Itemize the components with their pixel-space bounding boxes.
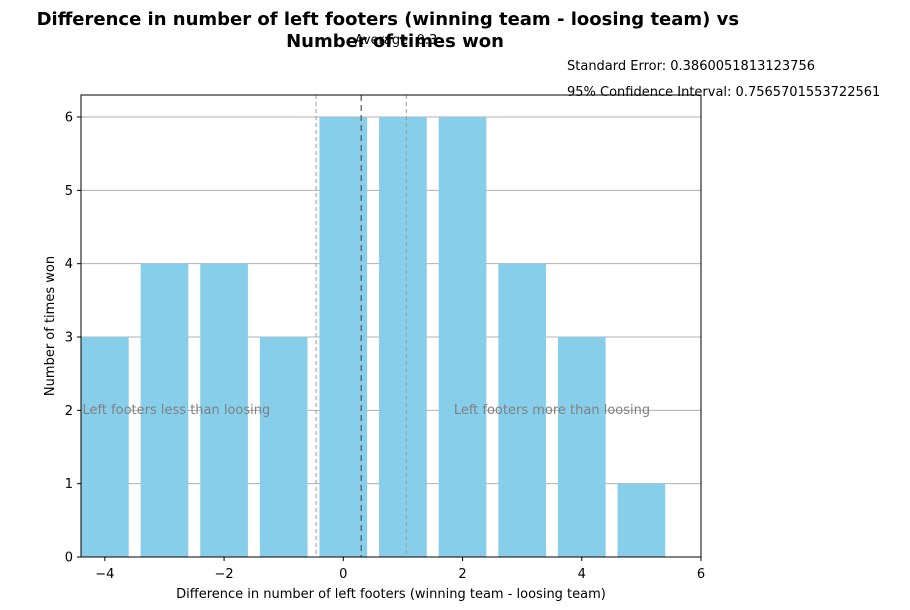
left-region-label: Left footers less than loosing — [82, 403, 270, 418]
y-tick-label: 6 — [65, 111, 73, 126]
confidence-interval-label: 95% Confidence Interval: 0.7565701553722… — [567, 85, 880, 100]
x-axis-label: Difference in number of left footers (wi… — [176, 587, 606, 602]
bar — [319, 117, 368, 557]
chart-title-line-2: Number of times won — [286, 31, 504, 52]
y-tick-label: 5 — [65, 184, 73, 199]
reference-lines — [315, 95, 407, 557]
bar — [259, 337, 308, 557]
bar — [438, 117, 487, 557]
bar — [140, 263, 189, 557]
chart-title: Difference in number of left footers (wi… — [37, 9, 746, 52]
x-tick-label: 6 — [697, 567, 705, 582]
x-tick-label: 0 — [339, 567, 347, 582]
y-tick-label: 0 — [65, 551, 73, 566]
bar — [379, 117, 427, 557]
standard-error-label: Standard Error: 0.3860051813123756 — [567, 59, 815, 74]
bar — [557, 337, 606, 557]
x-axis-ticks: −4 −2 0 2 4 6 — [95, 557, 705, 582]
plot-frame — [80, 94, 702, 558]
region-labels: Left footers less than loosing Left foot… — [82, 403, 650, 418]
x-tick-label: −2 — [214, 567, 233, 582]
y-tick-label: 3 — [65, 331, 73, 346]
bars — [81, 117, 666, 557]
x-tick-label: −4 — [95, 567, 114, 582]
right-region-label: Left footers more than loosing — [454, 403, 650, 418]
bar — [200, 263, 248, 557]
y-axis-ticks: 0 1 2 3 4 5 6 — [65, 111, 81, 566]
x-tick-label: 2 — [458, 567, 466, 582]
bar — [81, 337, 129, 557]
y-tick-label: 4 — [65, 257, 73, 272]
y-axis-label: Number of times won — [43, 256, 58, 396]
y-tick-label: 1 — [65, 477, 73, 492]
average-label: Average: 0.3 — [355, 33, 438, 48]
y-tick-label: 2 — [65, 404, 73, 419]
bar — [617, 483, 666, 557]
bar — [498, 263, 546, 557]
chart-title-line-1: Difference in number of left footers (wi… — [37, 9, 740, 30]
x-tick-label: 4 — [578, 567, 586, 582]
